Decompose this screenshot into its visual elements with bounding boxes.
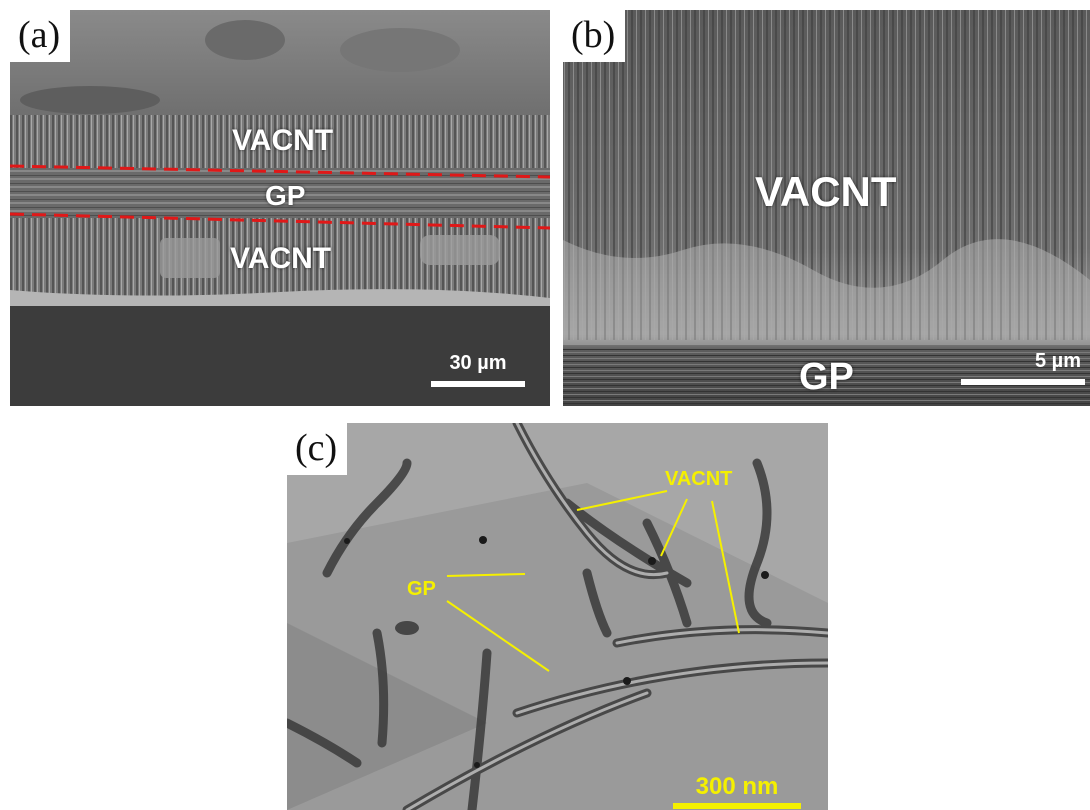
panel-a-label: (a)	[10, 10, 71, 62]
panel-c-label: (c)	[287, 423, 348, 475]
scale-bar-a: 30 µm	[428, 352, 528, 387]
annotation-pointer-lines	[446, 490, 740, 672]
scale-bar-c-text: 300 nm	[695, 773, 779, 800]
annotation-vacnt: VACNT	[665, 468, 733, 490]
layer-label-vacnt: VACNT	[755, 168, 897, 215]
scale-bar-b: 5 µm	[961, 350, 1085, 385]
layer-label-gp-base: GP	[799, 356, 854, 398]
annotation-gp: GP	[407, 578, 436, 600]
scale-bar-b-line	[961, 379, 1085, 385]
layer-label-vacnt-top: VACNT	[232, 124, 334, 157]
scale-bar-a-line	[431, 381, 525, 387]
interface-line-bottom	[10, 212, 550, 230]
scale-bar-b-text: 5 µm	[1035, 350, 1081, 372]
layer-label-vacnt-bottom: VACNT	[230, 242, 332, 275]
interface-line-top	[10, 164, 550, 179]
panel-c-tem-image: (c) VACNT GP 300 nm	[287, 423, 828, 810]
scale-bar-a-text: 30 µm	[449, 352, 507, 374]
panel-b-sem-image: (b) VACNT GP 5 µm	[563, 10, 1090, 406]
panel-b-label: (b)	[563, 10, 626, 62]
panel-a-micrograph	[10, 10, 550, 406]
panel-c-micrograph	[287, 423, 828, 810]
scale-bar-c: 300 nm	[667, 773, 807, 809]
layer-label-gp: GP	[265, 180, 306, 211]
scale-bar-c-line	[673, 803, 801, 809]
panel-b-micrograph	[563, 10, 1090, 406]
panel-a-sem-image: (a) VACNT GP VACNT 30 µm	[10, 10, 550, 406]
